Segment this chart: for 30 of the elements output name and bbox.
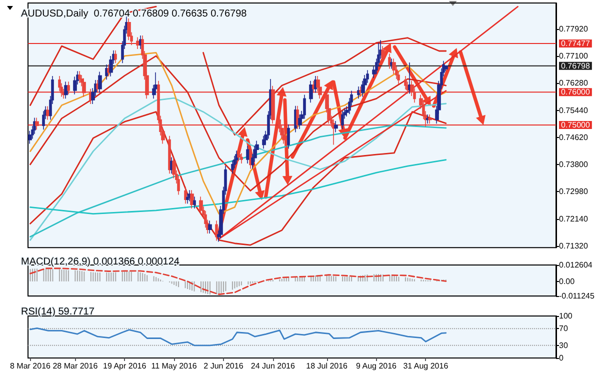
x-tick-label: 9 Aug 2016 — [356, 362, 398, 370]
y-tick-label: 0.76280 — [559, 78, 588, 88]
y-tick-label: 0.72980 — [559, 186, 588, 196]
chart-title: RSI(14) 59.7717 — [21, 306, 95, 318]
x-tick-label: 11 May 2016 — [151, 362, 198, 370]
y-tick-label: 0.77920 — [559, 24, 588, 34]
x-tick-label: 18 Jul 2016 — [306, 362, 348, 370]
x-tick-label: 8 Mar 2016 — [10, 362, 52, 370]
y-tick-label: 70 — [559, 324, 568, 334]
y-tick-label: 0.71320 — [559, 242, 588, 250]
ref-line-label: 0.76000 — [561, 88, 590, 97]
x-tick-label: 31 Aug 2016 — [403, 362, 449, 370]
y-tick-label: 0.77100 — [559, 51, 588, 60]
y-tick-label: 0.00 — [559, 276, 576, 286]
y-tick-label: 0 — [559, 354, 564, 362]
ref-line-label: 0.76798 — [561, 61, 590, 70]
y-tick-label: -0.011245 — [559, 292, 595, 300]
ref-line-label: 0.75000 — [561, 120, 590, 130]
y-tick-label: 0.75440 — [559, 106, 588, 116]
y-tick-label: 30 — [559, 340, 568, 350]
x-tick-label: 19 Apr 2016 — [103, 362, 147, 370]
y-tick-label: 0.74620 — [559, 132, 588, 142]
ref-line-label: 0.77477 — [561, 39, 590, 48]
x-tick-label: 2 Jun 2016 — [204, 362, 244, 370]
y-tick-label: 0.012604 — [559, 260, 593, 270]
y-tick-label: 100 — [559, 312, 573, 320]
y-tick-label: 0.72140 — [559, 214, 588, 224]
x-tick-label: 28 Mar 2016 — [52, 362, 98, 370]
y-tick-label: 0.73800 — [559, 160, 588, 169]
x-tick-label: 24 Jun 2016 — [250, 362, 296, 370]
